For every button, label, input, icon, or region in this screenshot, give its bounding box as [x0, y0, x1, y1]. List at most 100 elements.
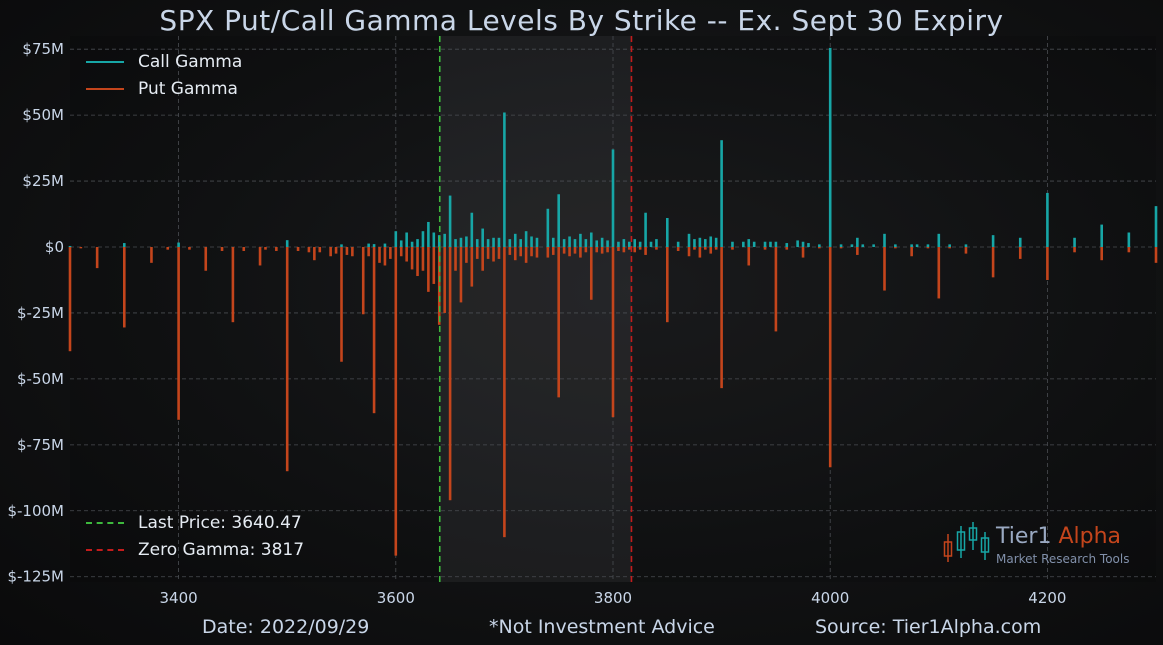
put-gamma-bar	[79, 247, 83, 249]
call-gamma-bar	[427, 221, 430, 248]
put-gamma-bar	[448, 247, 452, 501]
call-gamma-bar	[910, 244, 913, 248]
call-gamma-bar	[622, 239, 626, 248]
call-gamma-bar	[123, 243, 126, 248]
put-gamma-bar	[361, 247, 365, 315]
call-gamma-bar	[535, 237, 539, 248]
put-gamma-bar	[475, 247, 479, 259]
call-gamma-bar	[807, 243, 810, 248]
put-gamma-bar	[220, 247, 224, 251]
x-tick-label: 3600	[377, 589, 415, 607]
call-gamma-bar	[432, 232, 436, 248]
put-gamma-bar	[513, 247, 517, 261]
put-gamma-bar	[503, 247, 506, 538]
y-tick-label: $25M	[22, 172, 64, 190]
put-gamma-bar	[405, 247, 408, 262]
call-gamma-bar	[915, 244, 919, 248]
y-tick-label: $0	[45, 238, 64, 256]
logo-name: Tier1 Alpha	[996, 524, 1122, 549]
put-gamma-bar	[329, 247, 332, 257]
call-gamma-bar	[557, 194, 560, 248]
logo-tagline: Market Research Tools	[996, 552, 1130, 566]
y-tick-label: $-75M	[17, 436, 64, 454]
call-gamma-bar	[1046, 192, 1049, 248]
put-gamma-bar	[372, 247, 376, 414]
put-gamma-bar	[693, 247, 696, 250]
call-gamma-bar	[606, 240, 609, 248]
put-gamma-bar	[378, 247, 381, 263]
series-legend: Call Gamma Put Gamma	[86, 48, 242, 102]
put-gamma-bar	[991, 247, 995, 278]
y-tick-label: $-50M	[17, 370, 64, 388]
call-gamma-bar	[649, 241, 653, 248]
call-gamma-bar	[687, 233, 691, 248]
call-gamma-bar	[698, 237, 702, 248]
put-gamma-bar	[731, 247, 734, 250]
put-gamma-bar	[432, 247, 436, 284]
call-gamma-bar	[573, 239, 577, 248]
y-tick-label: $-25M	[17, 304, 64, 322]
put-gamma-bar	[313, 247, 316, 261]
put-gamma-bar	[410, 247, 414, 270]
call-gamma-bar	[68, 245, 72, 248]
put-gamma-bar	[307, 247, 311, 253]
call-gamma-bar	[785, 243, 789, 248]
put-gamma-bar	[606, 247, 609, 253]
legend-item-call-gamma: Call Gamma	[86, 48, 242, 75]
put-gamma-bar	[334, 247, 338, 254]
put-gamma-bar	[68, 247, 72, 352]
put-gamma-bar	[465, 247, 468, 263]
put-gamma-bar	[856, 247, 859, 255]
put-gamma-bar	[839, 247, 843, 249]
put-gamma-bar	[318, 247, 322, 253]
call-gamma-bar	[340, 244, 343, 248]
call-gamma-bar	[1127, 232, 1131, 248]
last-price-swatch	[86, 521, 124, 524]
legend-label-call: Call Gamma	[138, 51, 243, 72]
call-gamma-bar	[856, 237, 859, 248]
call-gamma-swatch	[86, 60, 124, 63]
call-gamma-bar	[774, 241, 778, 248]
put-gamma-bar	[937, 247, 941, 299]
put-gamma-bar	[351, 247, 354, 257]
put-gamma-bar	[481, 247, 484, 271]
call-gamma-bar	[633, 239, 637, 248]
call-gamma-bar	[861, 244, 865, 248]
legend-item-put-gamma: Put Gamma	[86, 75, 242, 102]
put-gamma-bar	[535, 247, 539, 258]
zero-gamma-swatch	[86, 548, 124, 551]
call-gamma-bar	[1018, 237, 1022, 248]
put-gamma-bar	[611, 247, 615, 418]
y-tick-label: $50M	[22, 106, 64, 124]
call-gamma-bar	[964, 244, 968, 248]
reference-legend: Last Price: 3640.47 Zero Gamma: 3817	[86, 509, 304, 563]
put-gamma-bar	[437, 247, 441, 325]
put-gamma-bar	[828, 247, 832, 468]
call-gamma-bar	[752, 241, 756, 248]
put-gamma-bar	[399, 247, 403, 257]
call-gamma-bar	[769, 241, 772, 248]
call-gamma-bar	[948, 244, 951, 248]
put-gamma-bar	[275, 247, 278, 251]
put-gamma-bar	[622, 247, 626, 253]
call-gamma-bar	[584, 239, 588, 248]
put-gamma-bar	[1127, 247, 1131, 253]
put-gamma-bar	[188, 247, 191, 250]
call-gamma-bar	[421, 231, 425, 248]
footer-source: Source: Tier1Alpha.com	[815, 616, 1042, 638]
call-gamma-bar	[177, 242, 180, 248]
put-gamma-bar	[443, 247, 446, 313]
call-gamma-bar	[1154, 206, 1158, 248]
y-tick-label: $-125M	[7, 568, 64, 586]
put-gamma-bar	[633, 247, 637, 253]
footer-disclaimer: *Not Investment Advice	[489, 616, 715, 638]
call-gamma-bar	[595, 240, 599, 248]
chart-title: SPX Put/Call Gamma Levels By Strike -- E…	[159, 4, 1004, 37]
call-gamma-bar	[443, 233, 446, 248]
call-gamma-bar	[519, 239, 522, 248]
put-gamma-bar	[589, 247, 593, 300]
put-gamma-bar	[427, 247, 430, 292]
put-gamma-bar	[894, 247, 897, 249]
call-gamma-bar	[704, 239, 707, 248]
